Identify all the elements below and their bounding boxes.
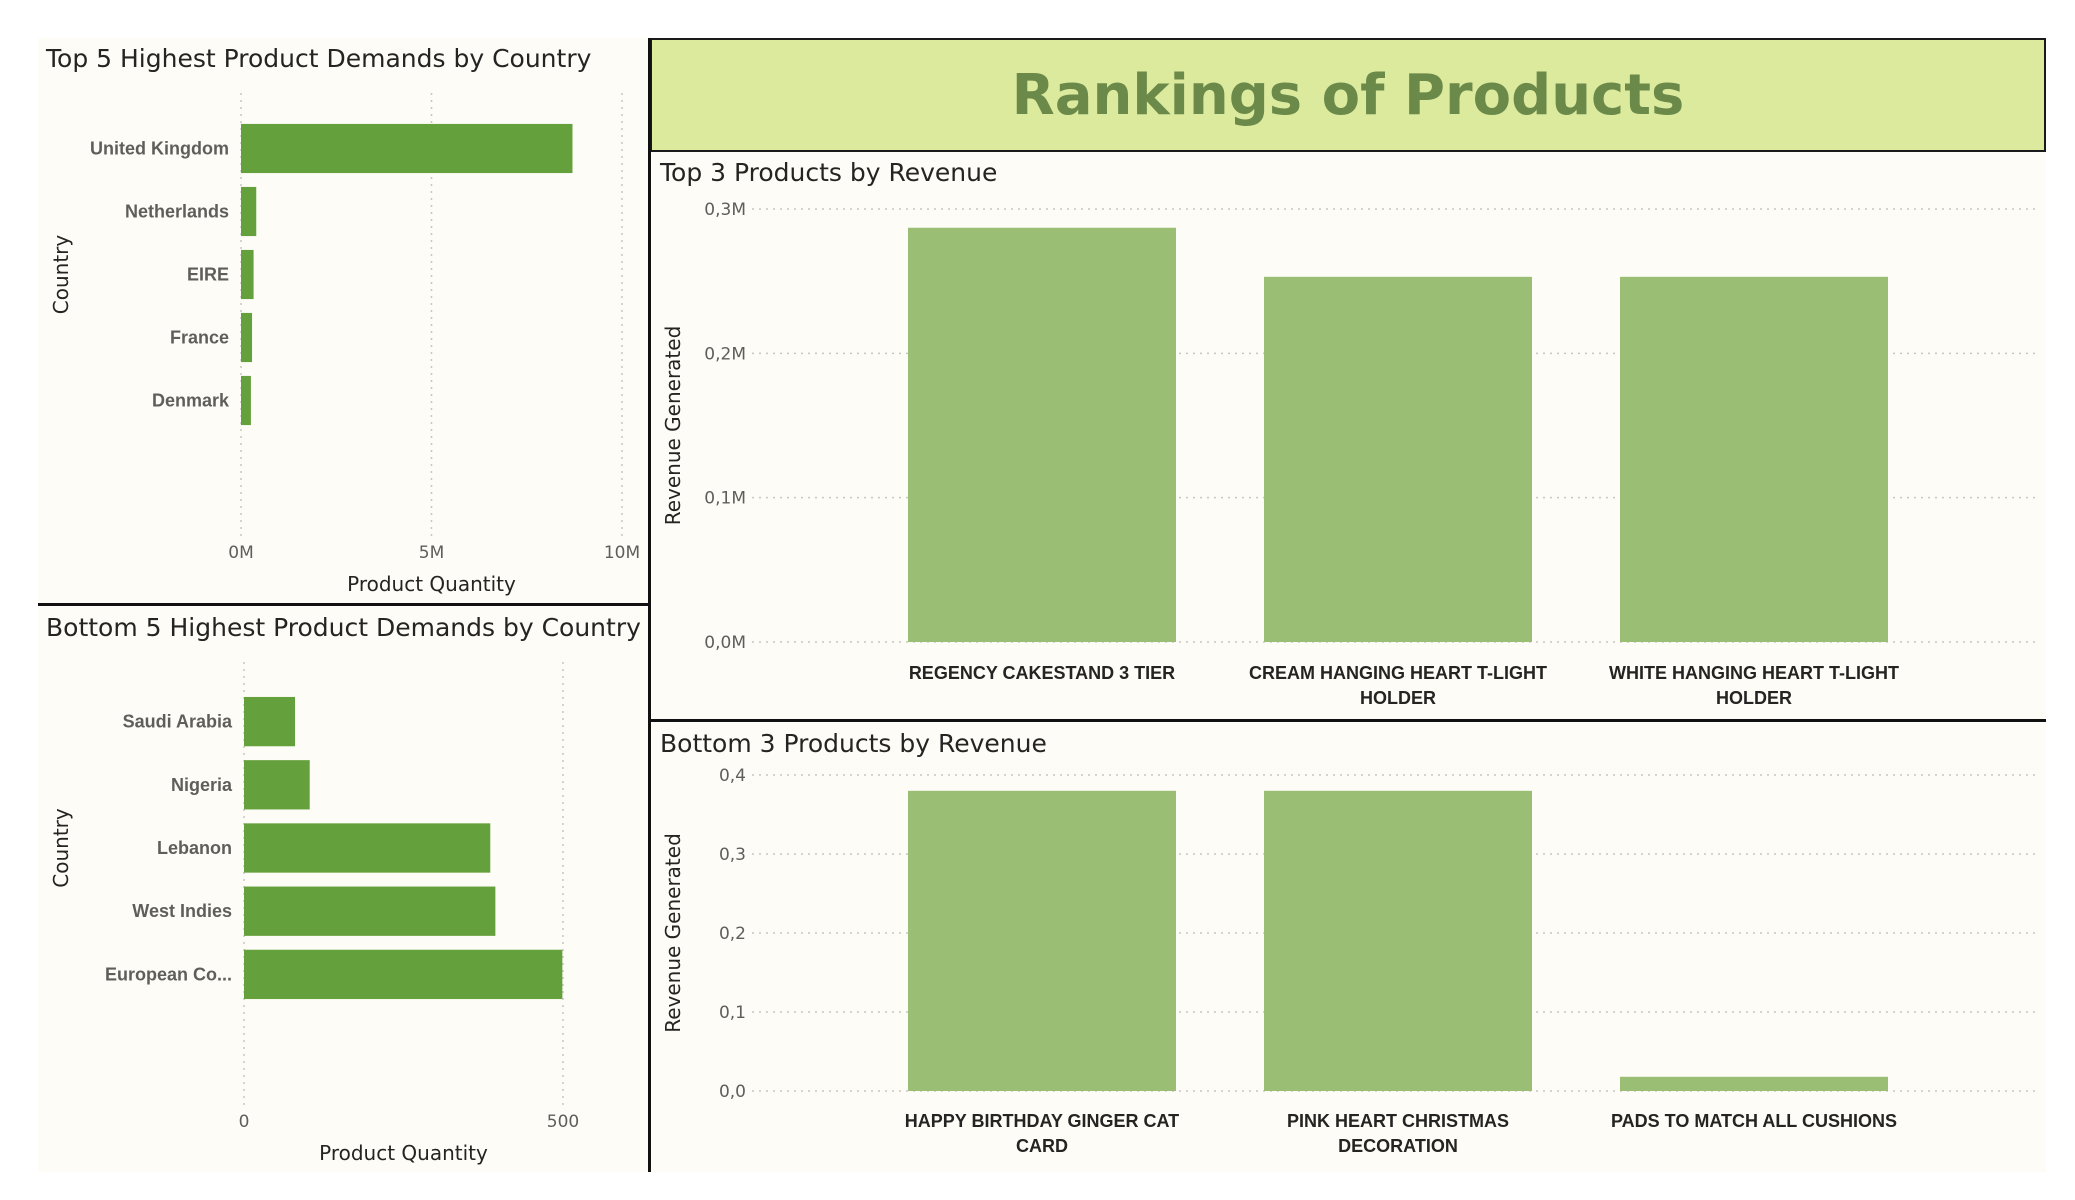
bar xyxy=(241,123,573,174)
bottom-countries-chart: 0 500 Saudi Arabia Nigeria Lebanon West Indie… xyxy=(49,662,579,1165)
category-label: Denmark xyxy=(152,391,230,411)
category-label: WHITE HANGING HEART T-LIGHT xyxy=(1609,663,1899,683)
y-tick-label: 0,0M xyxy=(704,633,746,653)
bar xyxy=(908,227,1176,642)
top-countries-panel: Top 5 Highest Product Demands by Country… xyxy=(38,38,650,604)
page-header: Rankings of Products xyxy=(650,38,2046,152)
left-horizontal-divider xyxy=(38,603,650,606)
category-label: REGENCY CAKESTAND 3 TIER xyxy=(909,663,1175,683)
category-label: CREAM HANGING HEART T-LIGHT xyxy=(1249,663,1547,683)
bar xyxy=(244,949,563,1000)
bottom-products-panel: Bottom 3 Products by Revenue 0,0 0,1 0,2 0,… xyxy=(652,723,2046,1172)
category-label: Netherlands xyxy=(125,202,229,222)
y-axis-title: Revenue Generated xyxy=(661,833,685,1033)
right-horizontal-divider xyxy=(650,719,2046,722)
category-label: Nigeria xyxy=(171,775,233,795)
y-tick-label: 0,2M xyxy=(704,344,746,364)
bar xyxy=(1264,790,1532,1091)
page-title: Rankings of Products xyxy=(1011,62,1685,128)
y-tick-label: 0,0 xyxy=(719,1082,746,1102)
category-label: HOLDER xyxy=(1716,688,1792,708)
bottom-products-chart: 0,0 0,1 0,2 0,3 0,4 HAPPY BIRTHDAY GINGER CAT… xyxy=(661,766,2037,1156)
y-axis-title: Revenue Generated xyxy=(661,326,685,526)
x-axis-title: Product Quantity xyxy=(319,1141,488,1165)
top-products-chart: 0,0M 0,1M 0,2M 0,3M REGENCY CAKESTAND 3 TIER… xyxy=(661,200,2037,708)
bar xyxy=(1620,276,1888,642)
chart-title: Bottom 5 Highest Product Demands by Coun… xyxy=(46,613,641,642)
y-tick-label: 0,4 xyxy=(719,766,746,786)
category-label: Saudi Arabia xyxy=(123,712,233,732)
bar xyxy=(244,760,310,810)
category-label: United Kingdom xyxy=(90,139,229,159)
category-label: CARD xyxy=(1016,1136,1068,1156)
bar xyxy=(1620,1076,1888,1091)
category-label: EIRE xyxy=(187,265,229,285)
category-label: PADS TO MATCH ALL CUSHIONS xyxy=(1611,1111,1897,1131)
bar xyxy=(244,696,296,747)
category-label: European Co... xyxy=(105,964,232,984)
x-tick-label: 10M xyxy=(604,543,640,563)
category-label: HAPPY BIRTHDAY GINGER CAT xyxy=(905,1111,1179,1131)
bar xyxy=(908,790,1176,1091)
category-label: West Indies xyxy=(132,901,232,921)
x-tick-label: 5M xyxy=(419,543,444,563)
chart-title: Top 3 Products by Revenue xyxy=(660,158,998,187)
x-tick-label: 0M xyxy=(228,543,253,563)
top-products-panel: Top 3 Products by Revenue 0,0M 0,1M 0,2M 0,… xyxy=(652,152,2046,720)
bottom-countries-panel: Bottom 5 Highest Product Demands by Coun… xyxy=(38,607,650,1172)
x-tick-label: 0 xyxy=(239,1112,250,1132)
y-axis-title: Country xyxy=(49,235,73,315)
category-label: DECORATION xyxy=(1338,1136,1458,1156)
bar xyxy=(241,312,253,363)
category-label: Lebanon xyxy=(157,838,232,858)
x-axis-title: Product Quantity xyxy=(347,572,516,596)
y-tick-label: 0,1 xyxy=(719,1003,746,1023)
bar xyxy=(241,375,251,426)
bar xyxy=(244,823,491,873)
category-label: HOLDER xyxy=(1360,688,1436,708)
chart-title: Top 5 Highest Product Demands by Country xyxy=(46,44,592,73)
y-tick-label: 0,1M xyxy=(704,489,746,509)
chart-title: Bottom 3 Products by Revenue xyxy=(660,729,1047,758)
bar xyxy=(244,886,496,936)
y-axis-title: Country xyxy=(49,808,73,888)
y-tick-label: 0,3M xyxy=(704,200,746,220)
x-tick-label: 500 xyxy=(547,1112,579,1132)
category-label: PINK HEART CHRISTMAS xyxy=(1287,1111,1509,1131)
top-countries-chart: 0M 5M 10M United Kingdom Netherlands EIRE Fran… xyxy=(49,93,640,596)
category-label: France xyxy=(170,328,229,348)
bar xyxy=(1264,276,1532,642)
y-tick-label: 0,2 xyxy=(719,924,746,944)
bar xyxy=(241,249,254,300)
y-tick-label: 0,3 xyxy=(719,845,746,865)
bar xyxy=(241,186,257,237)
